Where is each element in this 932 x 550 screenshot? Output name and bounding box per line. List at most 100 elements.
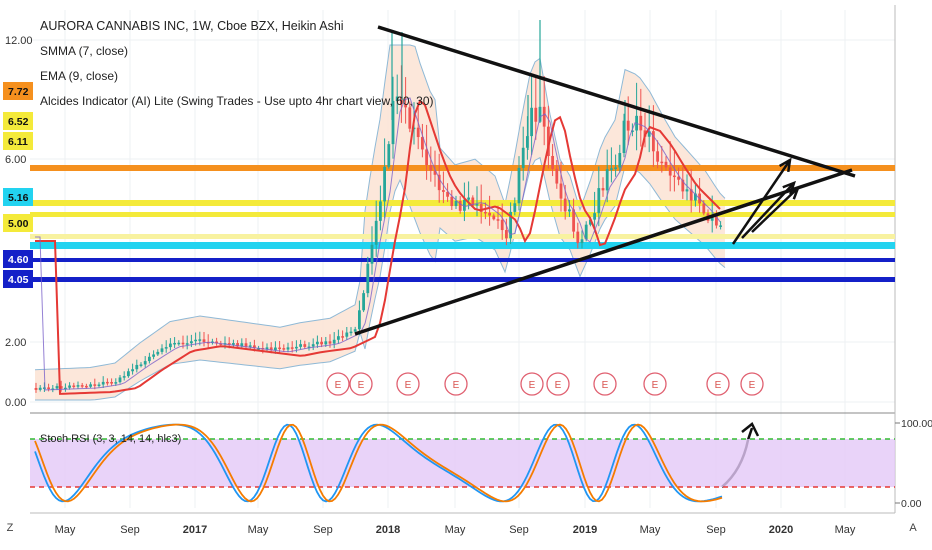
candle-body [601, 188, 605, 191]
candle-body [253, 345, 256, 349]
price-axis-label: 0.00 [5, 397, 26, 409]
candle-body [563, 198, 567, 212]
candle-body [139, 364, 143, 366]
candle-body [387, 144, 391, 167]
candle-body [572, 209, 575, 232]
time-axis-label: May [55, 524, 76, 536]
candle-body [534, 107, 538, 122]
candle-body [664, 161, 668, 168]
candle-body [160, 348, 164, 352]
price-axis-label: 2.00 [5, 337, 26, 349]
candle-body [547, 126, 550, 156]
candle-body [450, 196, 454, 207]
forecast-arrow [741, 182, 795, 239]
candle-body [177, 342, 181, 345]
rsi-arrowhead [741, 422, 760, 437]
candle-body [719, 225, 722, 227]
legend-ema: EMA (9, close) [40, 69, 118, 83]
candle-body [408, 107, 412, 129]
legend: AURORA CANNABIS INC, 1W, Cboe BZX, Heiki… [40, 19, 434, 445]
candle-body [463, 199, 466, 211]
candle-body [689, 189, 693, 201]
price-level-badge-label: 5.16 [8, 192, 29, 204]
candle-body [332, 339, 336, 344]
candle-body [446, 191, 449, 197]
price-level-badge [3, 270, 33, 288]
candle-body [240, 343, 244, 347]
candle-body [374, 220, 378, 245]
forecast-arrowhead [786, 186, 801, 200]
candle-body [433, 170, 437, 175]
candle-body [122, 376, 126, 378]
candle-body [484, 211, 487, 214]
earnings-marker [643, 372, 667, 396]
candle-body [584, 224, 588, 240]
candle-body [236, 343, 239, 347]
price-level-badge [3, 82, 33, 100]
candle-body [295, 346, 298, 349]
candle-body [362, 293, 365, 311]
price-level-badge-label: 6.52 [8, 116, 29, 128]
candle-body [320, 341, 323, 345]
candle-body [391, 100, 395, 145]
candle-body [55, 386, 59, 389]
price-level-badge-label: 4.60 [8, 254, 29, 266]
candle-body [198, 339, 202, 341]
candle-body [114, 382, 118, 384]
candle-body [43, 387, 46, 389]
candle-body [412, 127, 416, 130]
earnings-marker [396, 372, 420, 396]
candle-body [538, 106, 542, 122]
price-level-badge [3, 214, 33, 232]
forecast-arrow [751, 187, 799, 233]
candle-body [559, 183, 563, 199]
level-line-blue-a [30, 258, 895, 262]
legend-title: AURORA CANNABIS INC, 1W, Cboe BZX, Heiki… [40, 19, 344, 33]
time-axis-label: May [445, 524, 466, 536]
ema-line [35, 99, 721, 395]
time-axis-label: 2019 [573, 524, 597, 536]
price-level-badge [3, 112, 33, 130]
price-level-badge-label: 7.72 [8, 86, 29, 98]
candle-body [232, 343, 235, 345]
candle-body [652, 131, 655, 152]
candle-body [467, 197, 470, 200]
candle-body [303, 344, 307, 347]
candle-body [488, 212, 491, 216]
candle-body [345, 332, 349, 337]
time-axis-label: Sep [509, 524, 529, 536]
candle-body [505, 230, 508, 239]
candle-body [530, 107, 533, 137]
corner-left-label[interactable]: Z [7, 522, 14, 534]
candle-body [647, 131, 651, 137]
candle-body [227, 343, 231, 345]
candle-body [416, 127, 420, 138]
corner-right-label[interactable]: A [909, 522, 917, 534]
earnings-marker [740, 372, 764, 396]
candle-body [265, 347, 269, 350]
candle-body [656, 151, 659, 162]
candle-body [475, 204, 479, 206]
candle-body [681, 179, 685, 192]
candle-body [269, 347, 273, 351]
smma-line [35, 97, 721, 391]
upper-trendline [377, 25, 856, 178]
candle-body [400, 96, 403, 105]
candle-body [341, 336, 344, 338]
candle-body [181, 342, 185, 345]
legend-smma: SMMA (7, close) [40, 44, 128, 58]
level-line-yellow-b [30, 212, 895, 217]
candle-body [589, 219, 592, 225]
candle-body [366, 263, 370, 294]
candle-body [47, 387, 50, 390]
candle-body [542, 106, 546, 127]
price-level-badge-label: 5.00 [8, 218, 29, 230]
candle-body [513, 203, 517, 212]
candle-body [194, 339, 197, 342]
time-axis-label: 2020 [769, 524, 793, 536]
earnings-marker [444, 372, 468, 396]
candle-body [274, 347, 277, 351]
candle-body [89, 384, 92, 387]
